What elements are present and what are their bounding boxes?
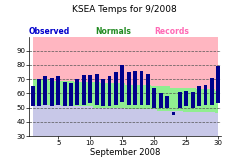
Bar bbox=[184, 91, 187, 106]
Bar bbox=[177, 92, 181, 108]
Bar bbox=[43, 76, 47, 105]
Bar bbox=[215, 66, 219, 103]
Bar bbox=[152, 88, 155, 108]
Bar bbox=[158, 93, 162, 108]
Bar bbox=[75, 79, 79, 105]
X-axis label: September 2008: September 2008 bbox=[90, 148, 160, 157]
Text: Records: Records bbox=[154, 27, 188, 36]
Bar bbox=[37, 79, 41, 106]
Bar bbox=[190, 92, 194, 108]
Bar bbox=[120, 65, 124, 102]
Bar bbox=[88, 75, 92, 103]
Bar bbox=[139, 71, 143, 105]
Bar bbox=[203, 85, 207, 105]
Text: KSEA Temps for 9/2008: KSEA Temps for 9/2008 bbox=[72, 5, 176, 14]
Bar bbox=[196, 86, 200, 106]
Bar bbox=[107, 76, 111, 106]
Bar bbox=[50, 78, 54, 106]
Text: Normals: Normals bbox=[95, 27, 130, 36]
Bar bbox=[113, 72, 117, 105]
Text: Observed: Observed bbox=[29, 27, 70, 36]
Bar bbox=[145, 74, 149, 105]
Bar bbox=[164, 96, 168, 108]
Bar bbox=[94, 74, 98, 105]
Bar bbox=[62, 82, 66, 106]
Bar bbox=[171, 112, 175, 115]
Bar bbox=[133, 71, 136, 105]
Bar bbox=[101, 79, 104, 106]
Bar bbox=[209, 78, 213, 105]
Bar bbox=[69, 83, 73, 106]
Bar bbox=[56, 76, 60, 105]
Bar bbox=[81, 75, 85, 105]
Bar bbox=[126, 72, 130, 105]
Bar bbox=[31, 86, 34, 106]
